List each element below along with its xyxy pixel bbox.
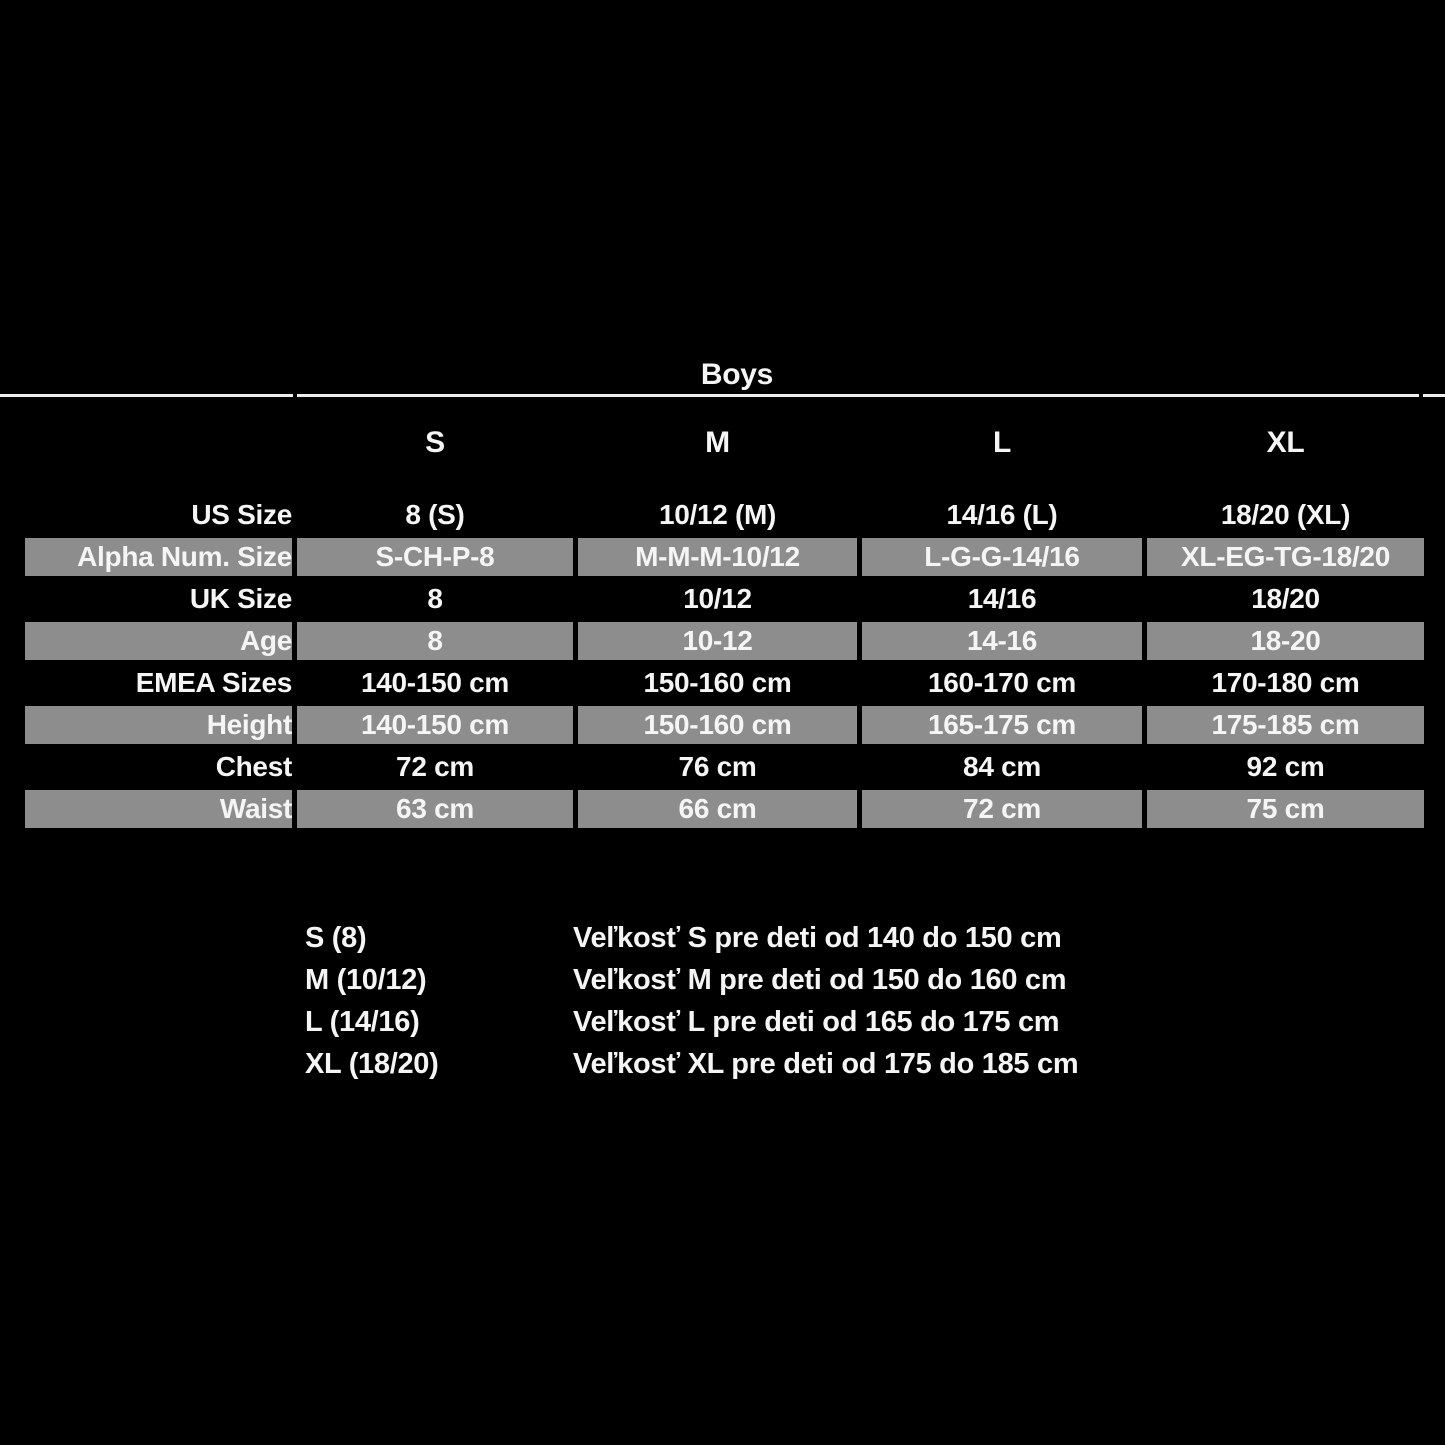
legend-size-label: XL (18/20) (305, 1048, 439, 1080)
size-column-header-s: S (425, 426, 445, 459)
size-value: M-M-M-10/12 (578, 538, 857, 576)
row-label: US Size (191, 499, 292, 530)
size-value: 84 cm (963, 751, 1041, 782)
size-column-header-l: L (992, 426, 1012, 459)
size-value: 8 (S) (405, 499, 465, 530)
size-value: S-CH-P-8 (297, 538, 573, 576)
size-value: 150-160 cm (643, 667, 792, 698)
legend-description: Veľkosť S pre deti od 140 do 150 cm (573, 922, 1062, 954)
table-row-us-size: US Size 8 (S) 10/12 (M) 14/16 (L) 18/20 … (25, 496, 1424, 534)
size-value: 8 (427, 583, 443, 614)
size-column-header-xl: XL (1266, 426, 1305, 459)
size-value: 18/20 (1251, 583, 1320, 614)
header-divider (0, 394, 1445, 397)
row-label: UK Size (189, 583, 292, 614)
size-value: 10-12 (578, 622, 857, 660)
legend-size-label: L (14/16) (305, 1006, 420, 1038)
size-column-header-m: M (705, 426, 730, 459)
size-value: 66 cm (578, 790, 857, 828)
legend-description: Veľkosť M pre deti od 150 do 160 cm (573, 964, 1067, 996)
size-value: 175-185 cm (1147, 706, 1424, 744)
size-value: 14/16 (967, 583, 1037, 614)
header-divider-segment (0, 394, 293, 397)
size-value: 10/12 (683, 583, 752, 614)
table-row-uk-size: UK Size 8 10/12 14/16 18/20 (25, 580, 1424, 618)
size-table: S M L XL US Size 8 (S) 10/12 (M) 14/16 (… (20, 420, 1429, 832)
legend-item-xl: XL (18/20) Veľkosť XL pre deti od 175 do… (305, 1043, 1305, 1085)
spacer-row (25, 466, 1424, 492)
size-value: 170-180 cm (1211, 667, 1360, 698)
size-value: 14-16 (862, 622, 1142, 660)
legend-description: Veľkosť L pre deti od 165 do 175 cm (573, 1006, 1060, 1038)
size-value: 75 cm (1147, 790, 1424, 828)
spacer-cell (25, 466, 1424, 492)
size-value: 150-160 cm (578, 706, 857, 744)
legend-item-s: S (8) Veľkosť S pre deti od 140 do 150 c… (305, 917, 1305, 959)
table-row-height: Height 140-150 cm 150-160 cm 165-175 cm … (25, 706, 1424, 744)
legend-size-label: S (8) (305, 922, 367, 954)
size-header-empty-cell (25, 424, 292, 462)
table-row-waist: Waist 63 cm 66 cm 72 cm 75 cm (25, 790, 1424, 828)
size-value: 72 cm (396, 751, 474, 782)
size-value: 92 cm (1246, 751, 1325, 782)
table-row-age: Age 8 10-12 14-16 18-20 (25, 622, 1424, 660)
header-divider-segment (297, 394, 1419, 397)
header-divider-segment (1423, 394, 1445, 397)
size-value: XL-EG-TG-18/20 (1147, 538, 1424, 576)
table-row-alpha-num-size: Alpha Num. Size S-CH-P-8 M-M-M-10/12 L-G… (25, 538, 1424, 576)
table-row-emea-sizes: EMEA Sizes 140-150 cm 150-160 cm 160-170… (25, 664, 1424, 702)
row-label: Waist (25, 790, 292, 828)
size-value: 72 cm (862, 790, 1142, 828)
size-value: 140-150 cm (297, 706, 573, 744)
row-label: EMEA Sizes (135, 667, 292, 698)
size-value: 18/20 (XL) (1220, 499, 1351, 530)
size-value: 8 (297, 622, 573, 660)
row-label: Height (25, 706, 292, 744)
row-label: Alpha Num. Size (25, 538, 292, 576)
gender-section-title: Boys (700, 358, 774, 391)
size-value: 165-175 cm (862, 706, 1142, 744)
legend-item-m: M (10/12) Veľkosť M pre deti od 150 do 1… (305, 959, 1305, 1001)
size-value: 14/16 (L) (946, 499, 1058, 530)
size-legend: S (8) Veľkosť S pre deti od 140 do 150 c… (305, 917, 1305, 1085)
size-value: 160-170 cm (927, 667, 1076, 698)
legend-description: Veľkosť XL pre deti od 175 do 185 cm (573, 1048, 1079, 1080)
size-value: 63 cm (297, 790, 573, 828)
size-value: 10/12 (M) (658, 499, 777, 530)
table-row-chest: Chest 72 cm 76 cm 84 cm 92 cm (25, 748, 1424, 786)
size-value: 18-20 (1147, 622, 1424, 660)
row-label: Chest (215, 751, 292, 782)
legend-item-l: L (14/16) Veľkosť L pre deti od 165 do 1… (305, 1001, 1305, 1043)
legend-size-label: M (10/12) (305, 964, 427, 996)
size-header-row: S M L XL (25, 424, 1424, 462)
size-value: L-G-G-14/16 (862, 538, 1142, 576)
size-value: 76 cm (678, 751, 757, 782)
row-label: Age (25, 622, 292, 660)
size-value: 140-150 cm (360, 667, 509, 698)
